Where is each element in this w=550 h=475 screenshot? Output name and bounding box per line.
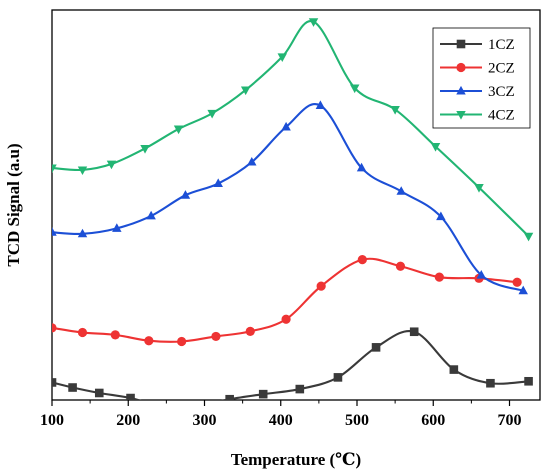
plot-frame: [51, 9, 541, 401]
data-point-2CZ-4: [177, 336, 187, 347]
data-point-3CZ-10: [396, 186, 406, 195]
data-point-2CZ-13: [512, 277, 522, 287]
data-point-4CZ-9: [349, 84, 360, 94]
data-point-1CZ-13: [486, 378, 495, 388]
data-point-3CZ-8: [315, 100, 326, 109]
data-point-1CZ-3: [126, 393, 135, 400]
data-point-2CZ-8: [316, 281, 326, 291]
legend-marker-4CZ: [456, 111, 466, 120]
data-point-3CZ-7: [281, 121, 291, 131]
y-axis-title: TCD Signal (a.u): [4, 143, 23, 266]
data-point-1CZ-0: [52, 378, 57, 387]
data-point-4CZ-3: [140, 145, 150, 154]
data-point-3CZ-5: [213, 178, 223, 187]
data-point-3CZ-11: [436, 211, 446, 221]
data-point-4CZ-13: [523, 232, 534, 242]
data-point-4CZ-1: [77, 166, 88, 176]
data-point-3CZ-2: [112, 223, 122, 232]
x-axis-title: Temperature (℃): [231, 450, 361, 469]
data-point-4CZ-5: [207, 109, 217, 119]
data-point-3CZ-4: [180, 190, 191, 199]
data-point-3CZ-6: [247, 156, 257, 166]
data-point-4CZ-11: [430, 143, 441, 152]
series-line-2CZ: [52, 257, 518, 343]
data-point-3CZ-9: [356, 162, 367, 172]
x-tick-label: 600: [421, 412, 445, 429]
legend-marker-1CZ: [456, 39, 466, 49]
legend-entry-1CZ: 1CZ: [440, 37, 515, 53]
data-point-3CZ-12: [476, 270, 487, 279]
data-point-1CZ-9: [333, 373, 343, 382]
legend-label: 4CZ: [488, 108, 515, 124]
data-point-1CZ-1: [68, 383, 77, 392]
legend-marker-3CZ: [456, 85, 466, 95]
data-point-1CZ-14: [524, 376, 533, 386]
data-point-1CZ-7: [258, 389, 268, 399]
data-point-1CZ-12: [449, 365, 459, 374]
x-tick-label: 200: [116, 412, 140, 429]
data-point-1CZ-2: [94, 388, 104, 398]
data-point-2CZ-11: [434, 272, 444, 282]
series-layer: [52, 18, 534, 411]
legend-entry-2CZ: 2CZ: [440, 61, 515, 77]
data-point-1CZ-10: [371, 343, 381, 352]
data-point-1CZ-5: [193, 402, 202, 411]
data-point-1CZ-8: [295, 384, 305, 394]
data-point-1CZ-4: [158, 402, 167, 411]
legend-marker-2CZ: [456, 62, 466, 73]
data-point-3CZ-13: [518, 285, 528, 295]
data-point-2CZ-3: [144, 336, 154, 346]
data-point-2CZ-7: [281, 314, 291, 324]
legend-label: 3CZ: [488, 84, 515, 100]
data-point-3CZ-1: [77, 228, 88, 238]
data-point-4CZ-0: [52, 164, 57, 174]
data-point-1CZ-6: [225, 394, 234, 400]
data-point-3CZ-3: [146, 210, 156, 220]
x-tick-label: 300: [193, 412, 217, 429]
data-point-2CZ-1: [77, 327, 88, 338]
data-point-2CZ-0: [52, 323, 57, 333]
series-2CZ: [52, 255, 522, 347]
x-tick-label: 400: [269, 412, 293, 429]
data-point-3CZ-0: [52, 227, 57, 236]
legend-entry-3CZ: 3CZ: [440, 84, 515, 100]
data-point-4CZ-7: [277, 53, 288, 62]
data-point-1CZ-11: [409, 327, 419, 337]
data-point-2CZ-6: [245, 326, 255, 336]
series-3CZ: [52, 100, 528, 295]
data-point-2CZ-2: [110, 330, 120, 340]
data-point-4CZ-4: [173, 125, 184, 135]
data-point-2CZ-9: [357, 255, 367, 265]
data-point-4CZ-10: [390, 106, 400, 115]
legend: 1CZ 2CZ 3CZ 4CZ: [432, 27, 531, 129]
data-point-4CZ-8: [308, 18, 319, 27]
legend-label: 2CZ: [488, 61, 515, 77]
data-point-4CZ-2: [106, 160, 117, 170]
series-line-3CZ: [52, 103, 524, 292]
x-tick-label: 700: [498, 412, 522, 429]
data-point-2CZ-5: [211, 331, 221, 342]
axis-layer: 100 200 300 400 500 600 700: [40, 400, 522, 429]
data-point-4CZ-12: [474, 184, 484, 193]
series-1CZ: [52, 327, 533, 411]
x-tick-label: 500: [345, 412, 369, 429]
legend-label: 1CZ: [488, 37, 515, 53]
legend-entry-4CZ: 4CZ: [440, 108, 515, 124]
data-point-4CZ-6: [240, 86, 251, 96]
data-point-2CZ-10: [395, 261, 406, 271]
series-4CZ: [52, 18, 534, 242]
x-tick-label: 100: [40, 412, 64, 429]
